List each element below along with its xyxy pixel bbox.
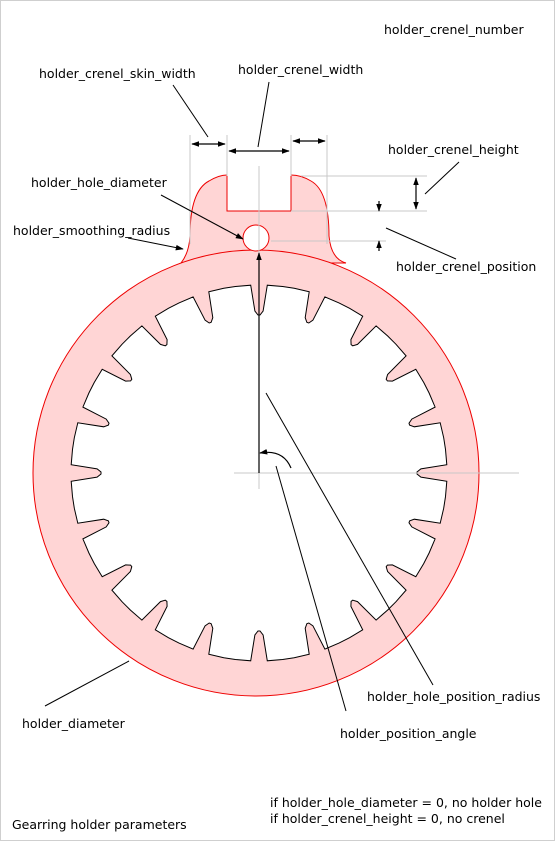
label-holder-crenel-height: holder_crenel_height — [388, 142, 519, 157]
diagram-title: Gearring holder parameters — [12, 817, 187, 832]
label-holder-crenel-width: holder_crenel_width — [238, 62, 363, 77]
label-holder-crenel-number: holder_crenel_number — [384, 22, 524, 37]
label-holder-crenel-skin-width: holder_crenel_skin_width — [39, 66, 196, 81]
label-holder-hole-diameter: holder_hole_diameter — [31, 175, 168, 190]
label-holder-hole-position-radius: holder_hole_position_radius — [367, 689, 540, 704]
label-holder-diameter: holder_diameter — [22, 716, 126, 731]
label-holder-smoothing-radius: holder_smoothing_radius — [13, 223, 170, 238]
dimension-arrows — [191, 138, 419, 473]
holder-hole — [242, 224, 270, 252]
label-holder-crenel-position: holder_crenel_position — [396, 259, 536, 274]
note-crenel-height: if holder_crenel_height = 0, no crenel — [270, 811, 505, 826]
label-holder-position-angle: holder_position_angle — [340, 726, 477, 741]
hole-diameter-leader — [160, 194, 244, 240]
note-hole-diameter: if holder_hole_diameter = 0, no holder h… — [270, 795, 542, 810]
leader-lines — [44, 81, 460, 712]
smoothing-radius-leader — [127, 237, 184, 251]
